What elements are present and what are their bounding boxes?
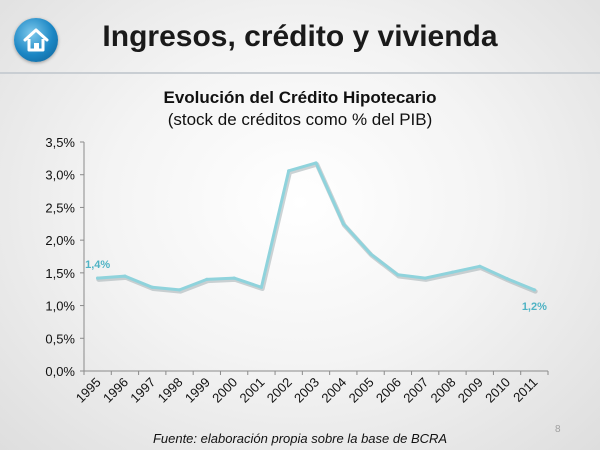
x-tick-label: 2002 [264,375,295,406]
x-tick-label: 1997 [127,375,158,406]
data-label: 1,4% [85,259,110,271]
x-tick-label: 2003 [291,375,322,406]
data-point [505,277,509,281]
y-tick-label: 3,5% [45,135,75,150]
source-note: Fuente: elaboración propia sobre la base… [152,431,448,446]
data-point [396,273,400,277]
data-point [341,222,345,226]
x-tick-label: 2001 [236,375,267,406]
x-tick-label: 2009 [455,375,486,406]
x-tick-label: 2000 [209,375,240,406]
data-point [450,270,455,274]
x-tick-label: 2008 [428,375,459,406]
data-point [287,169,291,173]
home-icon [23,28,49,52]
data-point [423,276,427,280]
y-tick-label: 1,5% [45,266,75,281]
y-tick-label: 2,0% [45,233,75,248]
x-tick-label: 2004 [318,375,349,406]
x-tick-label: 2011 [510,375,540,405]
data-point [478,264,482,268]
x-tick-label: 2007 [400,375,431,406]
x-tick-label: 2006 [373,375,404,406]
slide-title: Ingresos, crédito y vivienda [102,20,498,53]
x-tick-label: 1995 [73,375,104,406]
x-tick-label: 1998 [155,375,186,406]
data-point [123,274,127,278]
data-point [532,288,536,292]
data-point [314,161,318,165]
data-point [368,252,373,256]
y-tick-label: 2,5% [45,200,75,215]
data-point [205,277,209,281]
header-divider [0,72,600,74]
x-tick-label: 1999 [182,375,213,406]
logo [14,18,58,62]
x-tick-label: 2010 [482,375,513,406]
y-tick-label: 3,0% [45,168,75,183]
data-point [232,276,236,280]
chart-subtitle: (stock de créditos como % del PIB) [167,110,433,129]
y-tick-label: 0,0% [45,364,75,379]
data-point [177,288,182,292]
data-label: 1,2% [522,301,547,313]
x-tick-label: 1996 [100,375,131,406]
data-point [96,276,100,280]
series-line-shadow [96,162,538,294]
data-point [259,285,264,289]
y-tick-label: 1,0% [45,299,75,314]
y-tick-label: 0,5% [45,331,75,346]
x-tick-label: 2005 [346,375,377,406]
chart-title: Evolución del Crédito Hipotecario [163,88,437,107]
data-point [150,285,154,289]
page-number: 8 [555,424,561,435]
